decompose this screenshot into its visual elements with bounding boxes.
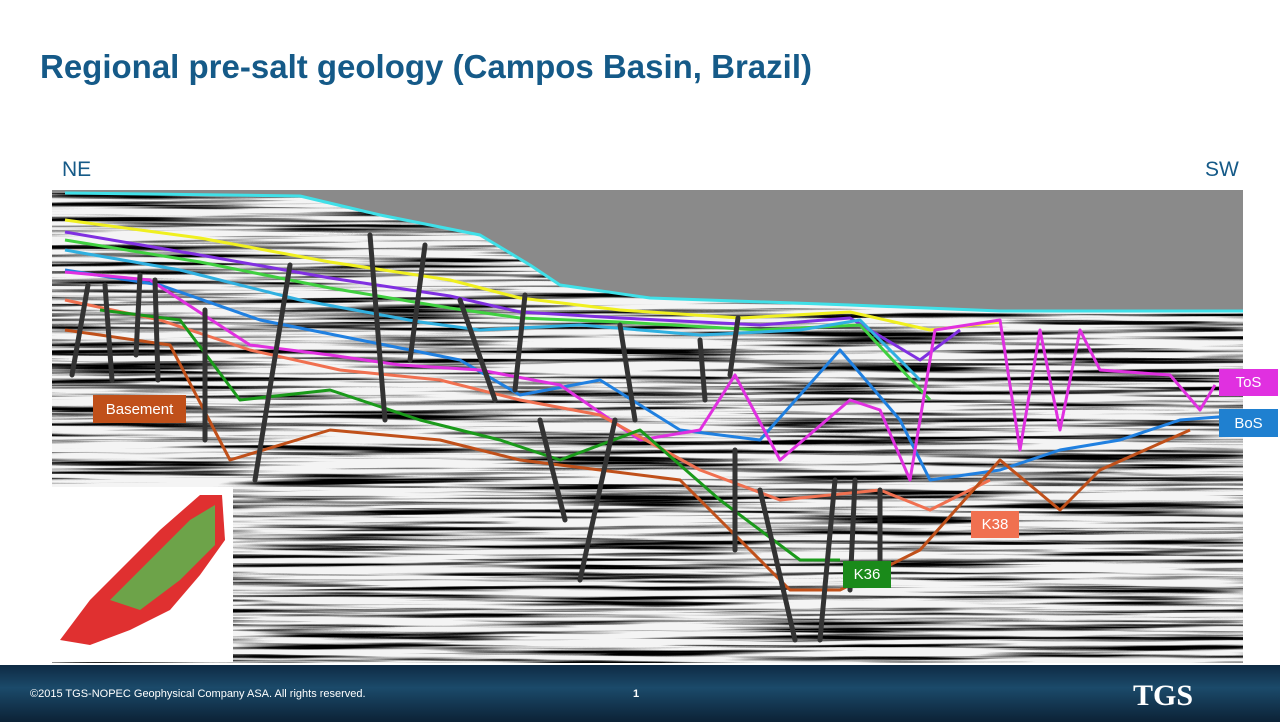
- horizon-label: K38: [971, 511, 1019, 538]
- horizon-label: ToS: [1219, 369, 1278, 396]
- direction-label: NE: [62, 158, 92, 181]
- horizon-label: Basement: [93, 395, 186, 423]
- horizon-label: BoS: [1219, 409, 1278, 437]
- logo: TGS: [1133, 679, 1194, 712]
- page-number: 1: [633, 688, 640, 700]
- copyright: ©2015 TGS-NOPEC Geophysical Company ASA.…: [30, 688, 366, 700]
- horizon-label: K36: [843, 561, 891, 588]
- slide-title: Regional pre-salt geology (Campos Basin,…: [40, 48, 812, 85]
- footer: ©2015 TGS-NOPEC Geophysical Company ASA.…: [0, 665, 1280, 722]
- direction-label: SW: [1205, 158, 1239, 181]
